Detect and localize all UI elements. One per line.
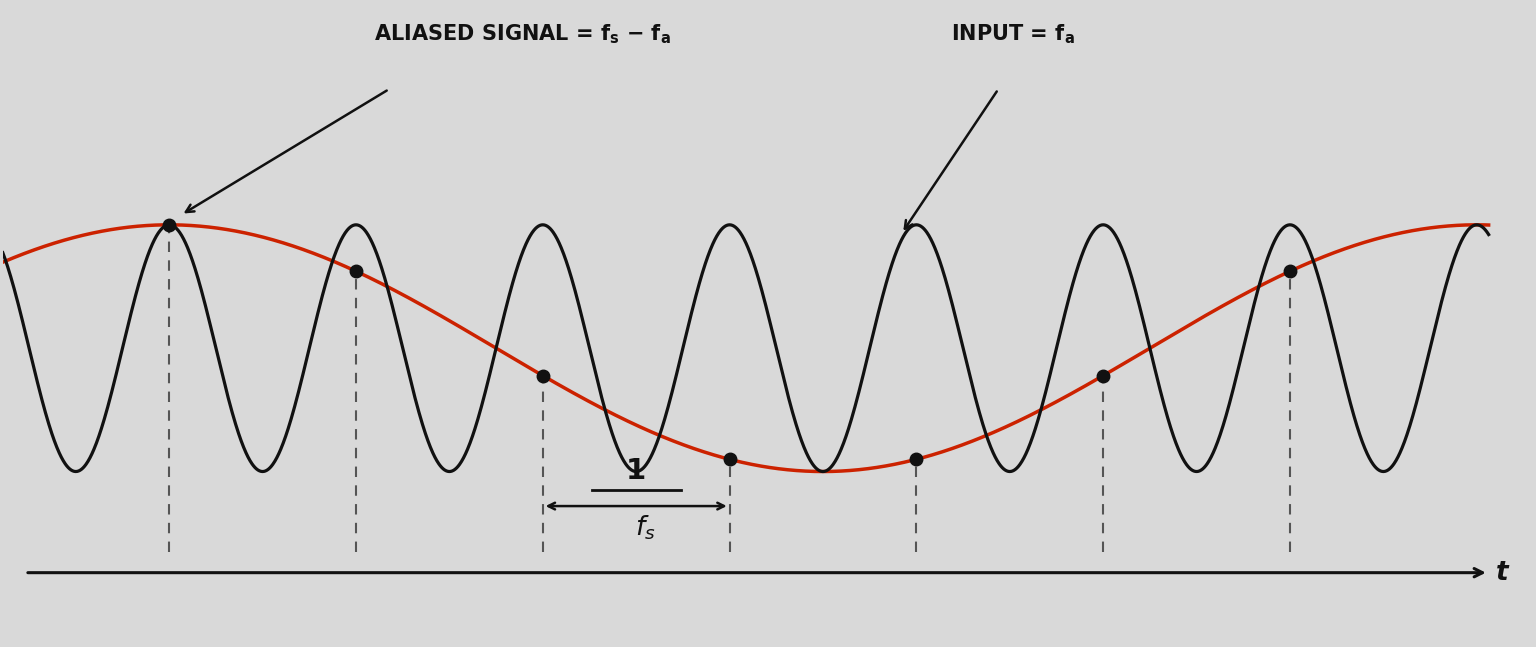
Text: $f_s$: $f_s$: [634, 514, 656, 542]
Text: 1: 1: [627, 457, 647, 485]
Text: INPUT = $\mathbf{f_a}$: INPUT = $\mathbf{f_a}$: [951, 23, 1075, 46]
Text: ALIASED SIGNAL = $\mathbf{f_s}$ $\mathbf{-}$ $\mathbf{f_a}$: ALIASED SIGNAL = $\mathbf{f_s}$ $\mathbf…: [375, 23, 671, 46]
Text: t: t: [1496, 560, 1508, 586]
